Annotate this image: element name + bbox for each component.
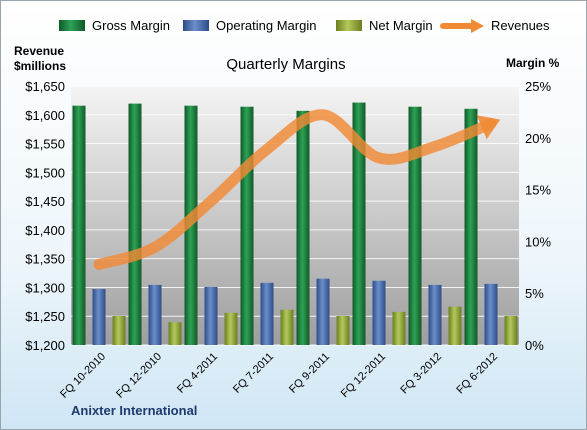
legend-label-operating: Operating Margin <box>216 18 316 33</box>
right-axis-ticks: 0% 5% 10% 15% 20% 25% <box>525 79 551 353</box>
x-tick-label: FQ 7-2011 <box>231 351 276 396</box>
revenue-arrowhead <box>476 115 501 140</box>
bar-operating-margin <box>484 283 498 345</box>
bar-gross-margin <box>296 110 310 345</box>
bar-operating-margin <box>92 289 106 345</box>
legend-label-net: Net Margin <box>369 18 433 33</box>
x-axis-ticks: FQ 10-2010 FQ 12-2010 FQ 4-2011 FQ 7-2011 FQ… <box>58 351 500 401</box>
bar-gross-margin <box>464 108 478 346</box>
left-tick-label: $1,300 <box>25 280 65 295</box>
legend-label-revenues: Revenues <box>491 18 550 33</box>
legend-item-gross-margin: Gross Margin <box>59 18 170 33</box>
bar-operating-margin <box>204 286 218 345</box>
right-tick-label: 5% <box>525 286 544 301</box>
legend: Gross Margin Operating Margin Net Margin… <box>59 18 550 33</box>
bar-operating-margin <box>428 284 442 345</box>
bar-gross-margin <box>128 103 142 345</box>
left-tick-label: $1,350 <box>25 252 65 267</box>
bar-operating-margin <box>372 280 386 345</box>
bar-net-margin <box>224 312 238 345</box>
left-tick-label: $1,650 <box>25 79 65 94</box>
x-tick-label: FQ 12-2011 <box>339 351 388 400</box>
legend-item-operating-margin: Operating Margin <box>183 18 316 33</box>
left-axis-title-line2: $millions <box>14 59 66 73</box>
revenue-line-path <box>93 109 497 270</box>
x-tick-label: FQ 4-2011 <box>175 351 220 396</box>
legend-swatch-net <box>336 20 362 31</box>
revenue-line <box>93 109 501 270</box>
legend-swatch-operating <box>183 20 209 31</box>
bar-net-margin <box>448 306 462 345</box>
legend-swatch-gross <box>59 20 85 31</box>
gridlines <box>71 85 519 346</box>
left-axis-title-line1: Revenue <box>14 44 64 58</box>
x-tick-label: FQ 6-2012 <box>454 351 500 397</box>
legend-item-revenues: Revenues <box>440 18 550 33</box>
bar-net-margin <box>168 322 182 345</box>
bar-gross-margin <box>408 106 422 345</box>
bar-gross-margin <box>240 106 254 345</box>
bars <box>72 102 518 346</box>
x-tick-label: FQ 12-2010 <box>114 351 164 401</box>
legend-item-net-margin: Net Margin <box>336 18 433 33</box>
bar-gross-margin <box>352 102 366 346</box>
company-name: Anixter International <box>71 403 197 418</box>
right-tick-label: 0% <box>525 338 544 353</box>
legend-arrow-revenues <box>471 19 484 33</box>
right-tick-label: 15% <box>525 183 551 198</box>
right-tick-label: 20% <box>525 131 551 146</box>
x-tick-label: FQ 3-2012 <box>398 351 444 397</box>
bar-net-margin <box>280 309 294 345</box>
left-tick-label: $1,550 <box>25 137 65 152</box>
left-tick-label: $1,600 <box>25 108 65 123</box>
bar-gross-margin <box>72 105 86 346</box>
left-tick-label: $1,250 <box>25 309 65 324</box>
bar-operating-margin <box>316 278 330 345</box>
legend-label-gross: Gross Margin <box>92 18 170 33</box>
left-tick-label: $1,400 <box>25 223 65 238</box>
chart-title: Quarterly Margins <box>226 56 345 73</box>
right-tick-label: 10% <box>525 234 551 249</box>
left-tick-label: $1,450 <box>25 194 65 209</box>
bar-net-margin <box>504 315 518 345</box>
x-tick-label: FQ 9-2011 <box>287 351 332 396</box>
bar-net-margin <box>112 315 126 345</box>
right-tick-label: 25% <box>525 79 551 94</box>
left-tick-label: $1,200 <box>25 338 65 353</box>
right-axis-title: Margin % <box>506 56 560 70</box>
bar-net-margin <box>392 311 406 345</box>
bar-operating-margin <box>148 284 162 345</box>
x-tick-label: FQ 10-2010 <box>58 351 108 401</box>
bar-net-margin <box>336 315 350 345</box>
left-axis-ticks: $1,200 $1,250 $1,300 $1,350 $1,400 $1,450 $1,5… <box>25 79 65 353</box>
bar-operating-margin <box>260 282 274 345</box>
left-tick-label: $1,500 <box>25 165 65 180</box>
